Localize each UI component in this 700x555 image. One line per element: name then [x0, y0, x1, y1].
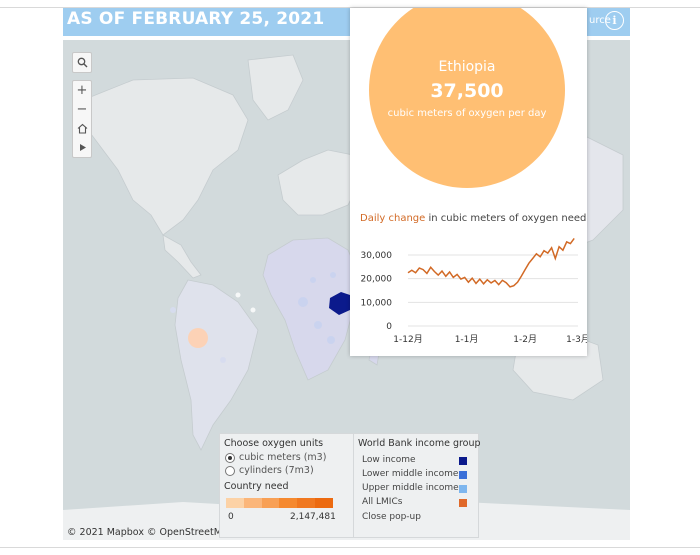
radio-cylinders[interactable]: cylinders (7m3)	[225, 465, 314, 476]
scale-step-5	[315, 498, 333, 508]
map-zoom-controls: + −	[72, 80, 92, 158]
swatch-low-income	[459, 457, 467, 465]
zoom-out-button[interactable]: −	[76, 102, 88, 117]
country-popup: Ethiopia 37,500 cubic meters of oxygen p…	[350, 8, 587, 356]
country-need-title: Country need	[224, 481, 289, 492]
home-icon[interactable]	[73, 119, 91, 138]
x-tick-label: 1-1月	[455, 334, 479, 345]
legend-item-all-lmics[interactable]: All LMICs	[362, 497, 403, 507]
radio-unchecked-icon[interactable]	[225, 465, 235, 476]
scale-max-label: 2,147,481	[290, 512, 336, 522]
oxygen-units-legend: Choose oxygen units cubic meters (m3) cy…	[219, 433, 354, 538]
income-title: World Bank income group	[358, 438, 481, 449]
swatch-lower-middle	[459, 471, 467, 479]
units-title: Choose oxygen units	[224, 438, 324, 449]
x-tick-label: 1-2月	[513, 334, 537, 345]
magnifier-icon[interactable]	[73, 53, 91, 72]
legend-item-lower-middle[interactable]: Lower middle income	[362, 469, 459, 479]
series-line[interactable]	[407, 237, 575, 288]
need-color-scale	[226, 498, 333, 508]
top-divider	[0, 7, 700, 8]
zoom-in-button[interactable]: +	[76, 83, 88, 98]
scale-step-0	[226, 498, 244, 508]
y-tick-label: 0	[386, 322, 392, 332]
y-tick-label: 20,000	[361, 275, 393, 285]
income-group-legend: World Bank income group Low income Lower…	[353, 433, 481, 538]
scale-step-3	[279, 498, 298, 508]
map-search-control[interactable]	[72, 52, 92, 73]
close-popup-link[interactable]: Close pop-up	[362, 512, 421, 522]
caption-accent: Daily change	[360, 213, 426, 224]
play-icon[interactable]	[73, 138, 91, 157]
scale-step-4	[297, 498, 316, 508]
swatch-upper-middle	[459, 485, 467, 493]
bottom-divider	[0, 547, 700, 548]
radio-checked-icon[interactable]	[225, 452, 235, 463]
y-tick-label: 30,000	[361, 251, 393, 261]
scale-min-label: 0	[228, 512, 234, 522]
ethiopia-region[interactable]	[329, 292, 353, 315]
legend-item-upper-middle[interactable]: Upper middle income	[362, 483, 459, 493]
radio-label: cylinders (7m3)	[239, 465, 314, 476]
map-attribution[interactable]: © 2021 Mapbox © OpenStreetMap	[67, 527, 234, 538]
radio-label: cubic meters (m3)	[239, 452, 327, 463]
y-tick-label: 10,000	[361, 298, 393, 308]
page-title: AS OF FEBRUARY 25, 2021	[67, 9, 325, 29]
swatch-all-lmics	[459, 499, 467, 507]
popup-value: 37,500	[430, 80, 504, 102]
chart-caption: Daily change in cubic meters of oxygen n…	[360, 213, 587, 224]
radio-cubic-meters[interactable]: cubic meters (m3)	[225, 452, 326, 463]
scale-step-2	[261, 498, 280, 508]
popup-unit: cubic meters of oxygen per day	[387, 108, 547, 119]
legend-item-low-income[interactable]: Low income	[362, 455, 416, 465]
info-icon[interactable]: i	[605, 11, 624, 30]
x-tick-label: 1-3月	[566, 334, 587, 345]
country-bubble: Ethiopia 37,500 cubic meters of oxygen p…	[369, 8, 565, 188]
scale-step-1	[243, 498, 262, 508]
popup-country: Ethiopia	[438, 59, 496, 75]
caption-rest: in cubic meters of oxygen needed	[425, 213, 587, 224]
x-tick-label: 1-12月	[393, 334, 422, 345]
daily-change-chart: 30,000 20,000 10,000 01-12月 1-1月 1-2月 1-3月	[361, 237, 587, 345]
source-link[interactable]: urce	[589, 15, 611, 26]
